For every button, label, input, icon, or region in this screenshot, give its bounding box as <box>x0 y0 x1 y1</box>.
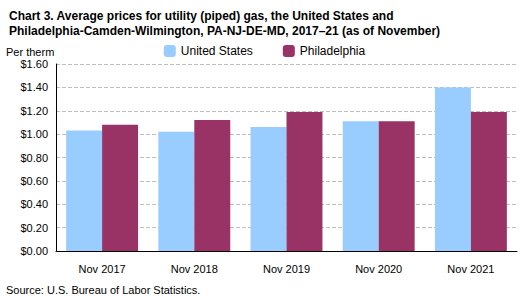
svg-text:$0.80: $0.80 <box>20 152 48 164</box>
svg-text:$1.40: $1.40 <box>20 81 48 93</box>
svg-text:Source: U.S. Bureau of Labor S: Source: U.S. Bureau of Labor Statistics. <box>6 284 200 296</box>
svg-text:$1.60: $1.60 <box>20 58 48 70</box>
svg-text:Nov 2017: Nov 2017 <box>79 263 126 275</box>
svg-text:Per therm: Per therm <box>6 46 54 58</box>
svg-text:$0.20: $0.20 <box>20 222 48 234</box>
svg-text:$0.00: $0.00 <box>20 245 48 257</box>
svg-text:$1.00: $1.00 <box>20 128 48 140</box>
svg-text:Nov 2019: Nov 2019 <box>263 263 310 275</box>
svg-text:$0.40: $0.40 <box>20 198 48 210</box>
svg-text:Nov 2021: Nov 2021 <box>447 263 494 275</box>
svg-text:Philadelphia: Philadelphia <box>300 44 366 58</box>
svg-text:Nov 2020: Nov 2020 <box>355 263 402 275</box>
svg-text:Philadelphia-Camden-Wilmington: Philadelphia-Camden-Wilmington, PA-NJ-DE… <box>9 24 440 38</box>
svg-text:$0.60: $0.60 <box>20 175 48 187</box>
svg-text:United States: United States <box>181 44 253 58</box>
svg-text:Chart 3. Average prices for ut: Chart 3. Average prices for utility (pip… <box>9 9 397 23</box>
svg-text:$1.20: $1.20 <box>20 105 48 117</box>
svg-text:Nov 2018: Nov 2018 <box>171 263 218 275</box>
